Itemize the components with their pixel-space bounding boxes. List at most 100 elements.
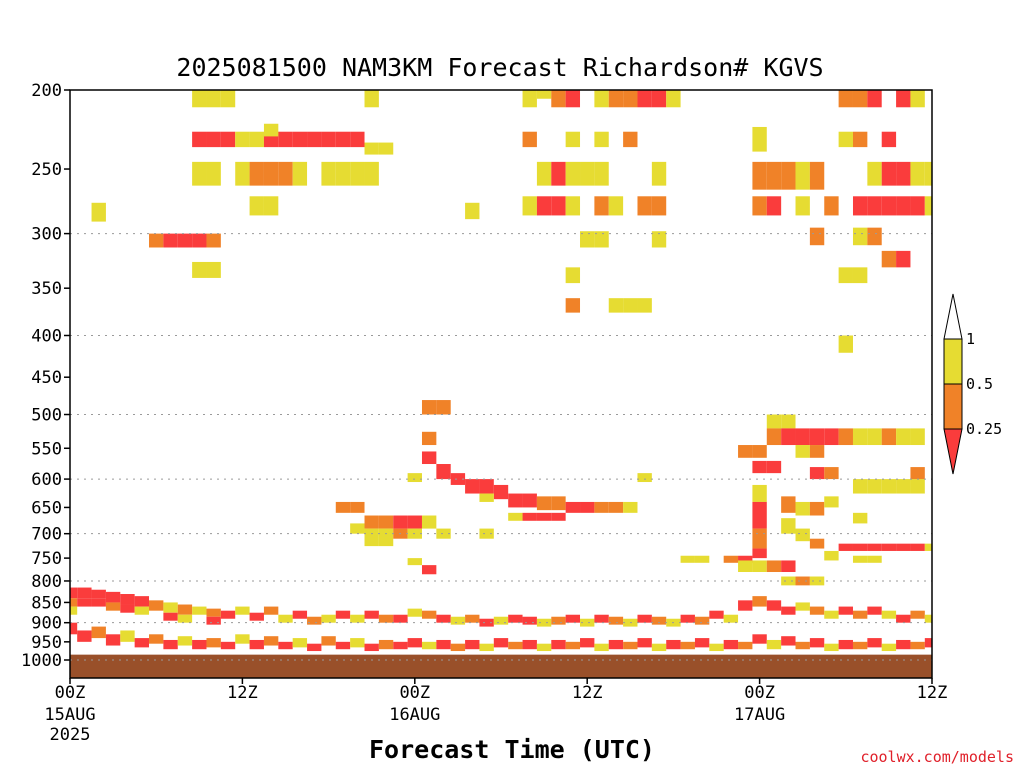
- ri-cell: [206, 90, 221, 108]
- ri-low-cell: [350, 614, 365, 623]
- y-tick-label: 650: [31, 498, 62, 518]
- ri-cell: [896, 479, 911, 494]
- ri-cell: [393, 515, 408, 529]
- ri-cell: [738, 555, 753, 563]
- ri-cell: [867, 196, 882, 216]
- ri-low-cell: [77, 630, 92, 642]
- ri-low-cell: [105, 634, 121, 646]
- x-tick-label: 12Z: [227, 683, 258, 703]
- ri-cell: [407, 473, 422, 483]
- ri-cell: [522, 493, 537, 508]
- ri-cell: [680, 555, 695, 563]
- ri-low-cell: [752, 596, 767, 607]
- ri-cell: [781, 161, 796, 190]
- ri-cell: [852, 512, 868, 524]
- ri-low-cell: [263, 606, 279, 615]
- ri-cell: [881, 479, 897, 494]
- ri-low-cell: [551, 616, 566, 625]
- ri-cell: [551, 196, 566, 216]
- ri-cell: [335, 161, 351, 186]
- ri-low-cell: [91, 626, 106, 639]
- ri-cell: [867, 543, 882, 551]
- ri-low-cell: [465, 614, 480, 623]
- ri-cell: [824, 467, 839, 480]
- ri-cell: [551, 496, 566, 511]
- ri-cell: [867, 90, 882, 108]
- ri-cell: [766, 560, 782, 573]
- ri-low-cell: [781, 606, 796, 615]
- ri-low-cell: [824, 610, 839, 619]
- ri-cell: [738, 445, 753, 458]
- ri-cell: [910, 543, 925, 551]
- ri-cell: [896, 543, 911, 551]
- ri-cell: [752, 528, 767, 549]
- ri-cell: [896, 90, 911, 108]
- x-axis-label: Forecast Time (UTC): [369, 735, 655, 764]
- ri-cell: [536, 196, 552, 216]
- ri-cell: [910, 90, 925, 108]
- ri-cell: [809, 576, 825, 586]
- ri-cell: [795, 161, 810, 190]
- ri-low-cell: [838, 606, 853, 615]
- ri-cell: [292, 131, 308, 148]
- ri-cell: [565, 298, 581, 313]
- ri-cell: [263, 161, 279, 186]
- ri-low-cell: [70, 587, 78, 599]
- ri-cell: [522, 512, 537, 521]
- ri-cell: [307, 131, 322, 148]
- ri-cell: [364, 142, 379, 155]
- ri-cell: [263, 123, 279, 137]
- ri-cell: [852, 267, 868, 284]
- ri-cell: [192, 261, 207, 278]
- ri-low-cell: [608, 616, 624, 625]
- ri-cell: [580, 501, 595, 513]
- ri-low-cell: [321, 636, 336, 646]
- ri-cell: [867, 161, 882, 186]
- ri-low-cell: [235, 634, 250, 644]
- ri-low-cell: [896, 614, 911, 623]
- ri-low-cell: [149, 600, 164, 611]
- ri-cell: [881, 543, 897, 551]
- ri-low-cell: [278, 641, 293, 650]
- ri-low-cell: [508, 641, 523, 650]
- ri-low-cell: [752, 634, 767, 644]
- ri-low-cell: [766, 600, 782, 611]
- y-tick-label: 1000: [21, 651, 62, 671]
- ri-cell: [852, 428, 868, 446]
- ri-cell: [206, 233, 221, 248]
- legend-label: 1: [966, 330, 975, 348]
- ri-cell: [910, 479, 925, 494]
- ri-low-cell: [206, 616, 221, 625]
- ri-cell: [623, 501, 638, 513]
- ri-low-cell: [738, 641, 753, 650]
- ri-cell: [249, 131, 264, 148]
- ri-low-cell: [307, 616, 322, 625]
- legend-swatch: [943, 293, 963, 340]
- ri-cell: [378, 528, 394, 547]
- ri-low-cell: [105, 591, 121, 603]
- ri-cell: [781, 428, 796, 446]
- ri-cell: [781, 518, 796, 534]
- ri-low-cell: [163, 612, 178, 621]
- ri-cell: [192, 161, 207, 186]
- ri-cell: [896, 250, 911, 268]
- ri-low-cell: [450, 616, 466, 625]
- ri-low-cell: [393, 641, 408, 650]
- ri-cell: [896, 196, 911, 216]
- y-tick-label: 400: [31, 326, 62, 346]
- ri-cell: [436, 400, 451, 415]
- x-tick-label: 12Z: [572, 683, 603, 703]
- ri-cell: [838, 267, 853, 284]
- ri-cell: [752, 560, 767, 573]
- ri-low-cell: [896, 639, 911, 650]
- ri-low-cell: [163, 639, 178, 650]
- y-tick-label: 600: [31, 470, 62, 490]
- ri-cell: [824, 428, 839, 446]
- ri-low-cell: [694, 616, 710, 625]
- ri-low-cell: [206, 638, 221, 648]
- ri-cell: [580, 161, 595, 186]
- ri-low-cell: [852, 610, 868, 619]
- ri-low-cell: [924, 614, 932, 623]
- ri-cell: [694, 555, 710, 563]
- ri-low-cell: [565, 614, 581, 623]
